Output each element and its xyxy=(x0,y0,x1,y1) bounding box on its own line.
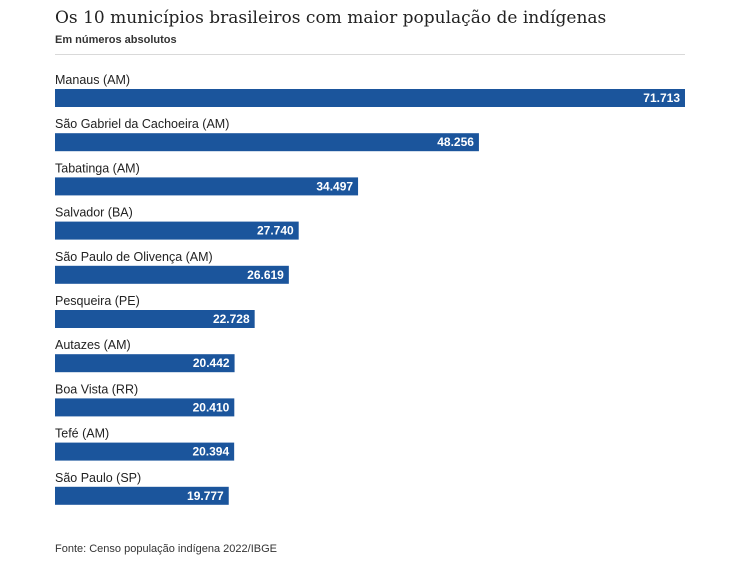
category-label: Pesqueira (PE) xyxy=(55,294,140,308)
bar-value-label: 20.410 xyxy=(193,400,230,414)
category-label: São Gabriel da Cachoeira (AM) xyxy=(55,117,229,131)
category-label: Boa Vista (RR) xyxy=(55,382,138,396)
bar-value-label: 20.442 xyxy=(193,356,230,370)
bar xyxy=(55,354,235,373)
bar-value-label: 34.497 xyxy=(316,179,353,193)
category-label: Salvador (BA) xyxy=(55,206,133,220)
bar xyxy=(55,398,235,417)
bar xyxy=(55,89,685,107)
bar-value-label: 20.394 xyxy=(192,445,229,459)
bar-value-label: 26.619 xyxy=(247,268,284,282)
bar xyxy=(55,221,299,240)
bar-value-label: 22.728 xyxy=(213,312,250,326)
chart-subtitle: Em números absolutos xyxy=(55,34,177,46)
bar-value-label: 27.740 xyxy=(257,224,294,238)
category-label: São Paulo de Olivença (AM) xyxy=(55,250,213,264)
category-label: Manaus (AM) xyxy=(55,73,130,87)
bar-value-label: 19.777 xyxy=(187,489,224,503)
bar xyxy=(55,486,229,505)
category-label: Autazes (AM) xyxy=(55,338,131,352)
bar-value-label: 71.713 xyxy=(643,91,680,105)
category-label: São Paulo (SP) xyxy=(55,471,141,485)
bar xyxy=(55,265,289,284)
header-divider xyxy=(55,54,685,55)
bar xyxy=(55,133,479,152)
chart-title: Os 10 municípios brasileiros com maior p… xyxy=(55,8,607,28)
bar-value-label: 48.256 xyxy=(437,135,474,149)
bar xyxy=(55,310,255,328)
category-label: Tabatinga (AM) xyxy=(55,161,140,175)
bar xyxy=(55,442,235,461)
category-label: Tefé (AM) xyxy=(55,427,109,441)
source-note: Fonte: Censo população indígena 2022/IBG… xyxy=(55,543,277,555)
bar xyxy=(55,177,359,196)
